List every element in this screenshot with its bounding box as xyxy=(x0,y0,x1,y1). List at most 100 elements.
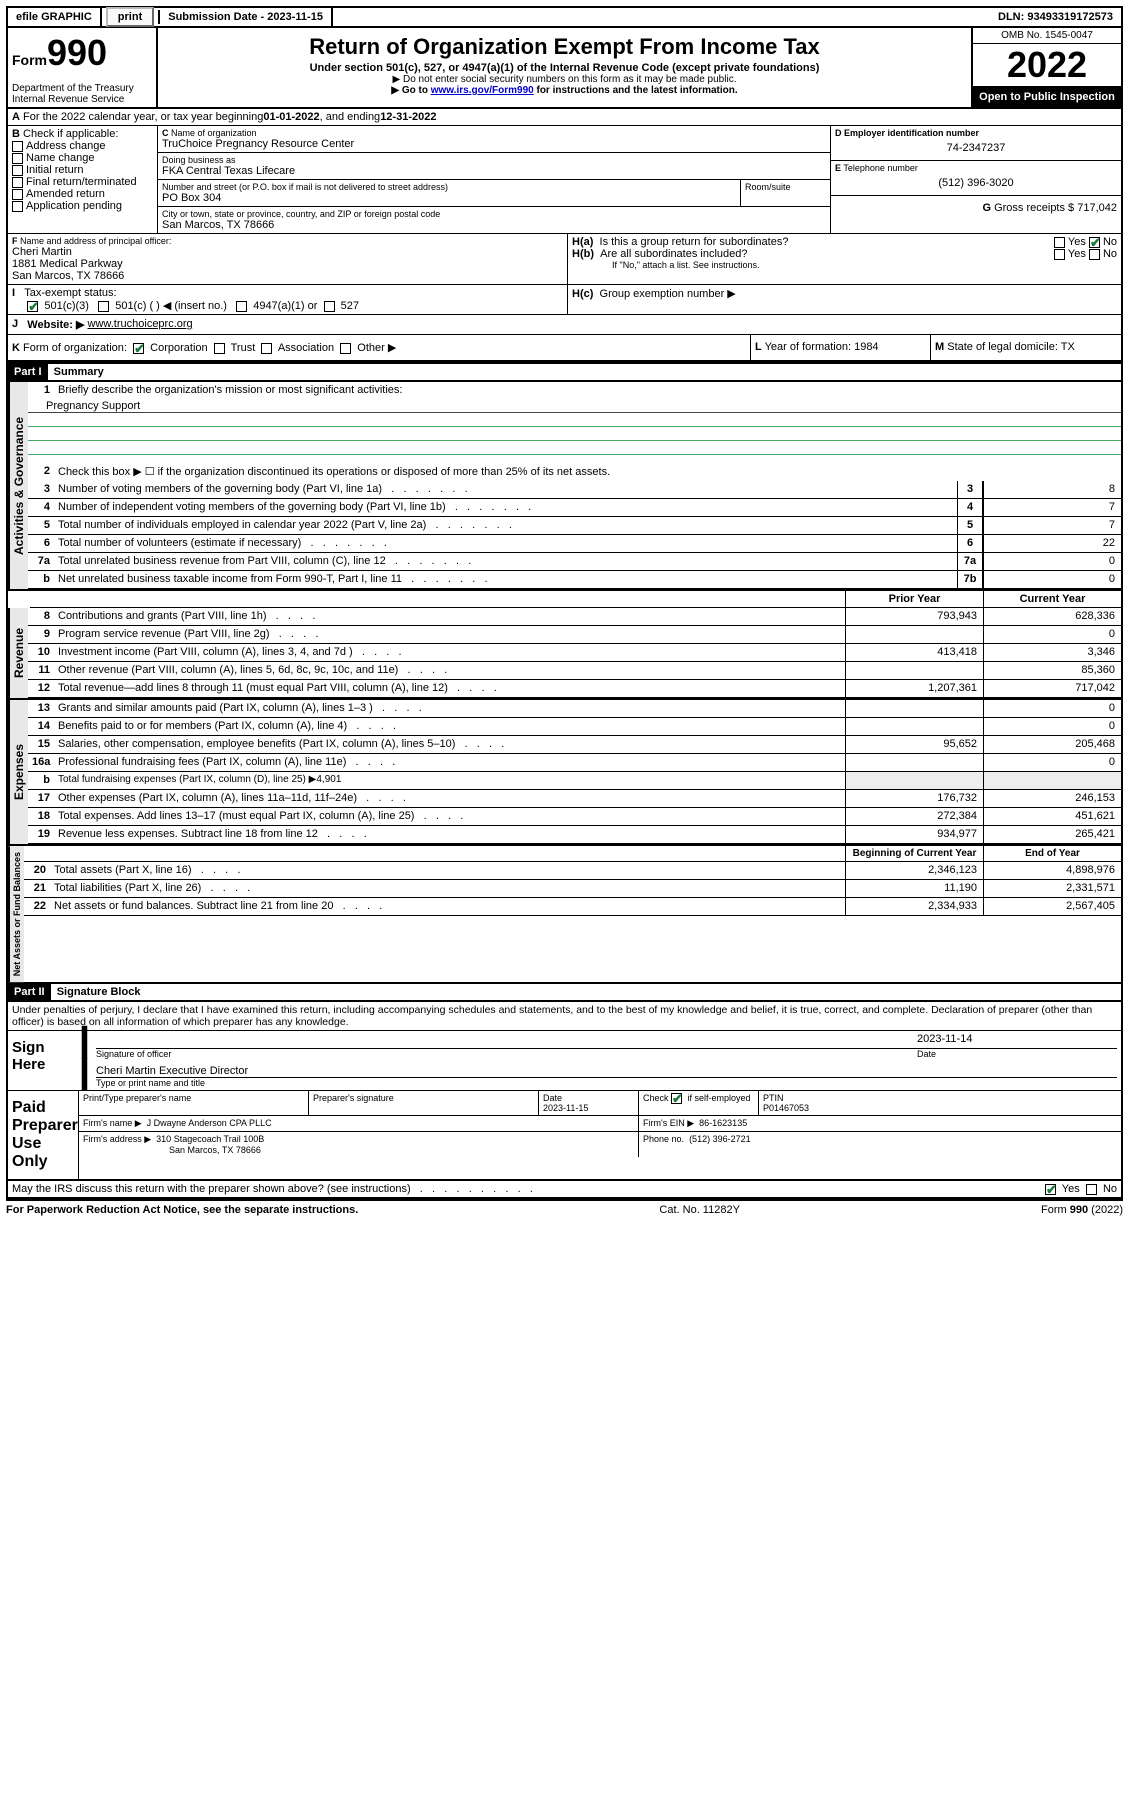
irs-link[interactable]: www.irs.gov/Form990 xyxy=(431,85,534,96)
line-5-desc: Total number of individuals employed in … xyxy=(54,517,957,534)
line-14-desc: Benefits paid to or for members (Part IX… xyxy=(54,718,845,735)
firm-name: J Dwayne Anderson CPA PLLC xyxy=(147,1118,272,1128)
line-4-val: 7 xyxy=(983,499,1121,516)
line2: Check this box ▶ ☐ if the organization d… xyxy=(54,463,1121,481)
discuss-no[interactable] xyxy=(1086,1184,1097,1195)
street-label: Number and street (or P.O. box if mail i… xyxy=(162,182,736,192)
discuss-yes[interactable] xyxy=(1045,1184,1056,1195)
line-11-prior xyxy=(845,662,983,679)
line-m: M State of legal domicile: TX xyxy=(931,335,1121,360)
line-14-num: 14 xyxy=(28,718,54,735)
pt-sig-label: Preparer's signature xyxy=(309,1091,539,1115)
firm-addr2: San Marcos, TX 78666 xyxy=(83,1145,261,1155)
line-10-curr: 3,346 xyxy=(983,644,1121,661)
footer-right: Form 990 (2022) xyxy=(1041,1204,1123,1216)
line-20-num: 20 xyxy=(24,862,50,879)
firm-name-label: Firm's name ▶ xyxy=(83,1118,142,1128)
line-19-prior: 934,977 xyxy=(845,826,983,843)
chk-501c3[interactable] xyxy=(27,301,38,312)
efile-label: efile GRAPHIC xyxy=(8,8,102,26)
line-b-label: B Check if applicable: xyxy=(12,128,153,140)
chk-4947[interactable] xyxy=(236,301,247,312)
line-18-prior: 272,384 xyxy=(845,808,983,825)
line-17-prior: 176,732 xyxy=(845,790,983,807)
line-15-num: 15 xyxy=(28,736,54,753)
line-b-box: 7b xyxy=(957,571,983,588)
firm-ein-label: Firm's EIN ▶ xyxy=(643,1118,694,1128)
tax-year: 2022 xyxy=(973,44,1121,86)
tab-revenue: Revenue xyxy=(8,608,28,698)
line-4-desc: Number of independent voting members of … xyxy=(54,499,957,516)
line-7a-box: 7a xyxy=(957,553,983,570)
instructions-link-line: ▶ Go to www.irs.gov/Form990 for instruct… xyxy=(166,85,963,96)
ein-value: 74-2347237 xyxy=(835,138,1117,158)
line-18-desc: Total expenses. Add lines 13–17 (must eq… xyxy=(54,808,845,825)
line-19-curr: 265,421 xyxy=(983,826,1121,843)
chk-name[interactable]: Name change xyxy=(12,152,153,164)
line-15-curr: 205,468 xyxy=(983,736,1121,753)
line-9-curr: 0 xyxy=(983,626,1121,643)
line-3-desc: Number of voting members of the governin… xyxy=(54,481,957,498)
line-10-prior: 413,418 xyxy=(845,644,983,661)
line1-label: Briefly describe the organization's miss… xyxy=(54,382,1121,400)
chk-address[interactable]: Address change xyxy=(12,140,153,152)
pt-date-value: 2023-11-15 xyxy=(543,1103,634,1113)
city-value: San Marcos, TX 78666 xyxy=(162,219,826,231)
chk-initial[interactable]: Initial return xyxy=(12,164,153,176)
tab-net: Net Assets or Fund Balances xyxy=(8,846,24,982)
chk-corp[interactable] xyxy=(133,343,144,354)
chk-assoc[interactable] xyxy=(261,343,272,354)
chk-pending[interactable]: Application pending xyxy=(12,200,153,212)
sign-here-label: Sign Here xyxy=(8,1031,78,1090)
firm-phone: (512) 396-2721 xyxy=(689,1134,751,1144)
line-14-prior xyxy=(845,718,983,735)
line-j: J Website: ▶ www.truchoiceprc.org xyxy=(8,315,1121,335)
chk-amended[interactable]: Amended return xyxy=(12,188,153,200)
tax-exempt-label: Tax-exempt status: xyxy=(24,287,116,299)
officer-addr1: 1881 Medical Parkway xyxy=(12,258,563,270)
firm-ein: 86-1623135 xyxy=(699,1118,747,1128)
line-4-box: 4 xyxy=(957,499,983,516)
line-18-curr: 451,621 xyxy=(983,808,1121,825)
chk-final[interactable]: Final return/terminated xyxy=(12,176,153,188)
chk-trust[interactable] xyxy=(214,343,225,354)
line-9-desc: Program service revenue (Part VIII, line… xyxy=(54,626,845,643)
line-17-curr: 246,153 xyxy=(983,790,1121,807)
line-12-prior: 1,207,361 xyxy=(845,680,983,697)
city-label: City or town, state or province, country… xyxy=(162,209,826,219)
col-prior: Prior Year xyxy=(845,591,983,607)
name-title-label: Type or print name and title xyxy=(96,1078,1117,1088)
line-19-desc: Revenue less expenses. Subtract line 18 … xyxy=(54,826,845,843)
chk-527[interactable] xyxy=(324,301,335,312)
form-header: Form990 Department of the TreasuryIntern… xyxy=(8,28,1121,109)
part2-header: Part II Signature Block xyxy=(8,982,1121,1002)
line-16a-num: 16a xyxy=(28,754,54,771)
line-6-desc: Total number of volunteers (estimate if … xyxy=(54,535,957,552)
sig-date-value: 2023-11-14 xyxy=(917,1033,1117,1049)
chk-other[interactable] xyxy=(340,343,351,354)
part1-header: Part I Summary xyxy=(8,362,1121,382)
line-15-prior: 95,652 xyxy=(845,736,983,753)
topbar: efile GRAPHIC print Submission Date - 20… xyxy=(6,6,1123,28)
line-11-curr: 85,360 xyxy=(983,662,1121,679)
col-end: End of Year xyxy=(983,846,1121,861)
chk-501c[interactable] xyxy=(98,301,109,312)
pt-name-label: Print/Type preparer's name xyxy=(79,1091,309,1115)
ptin-value: P01467053 xyxy=(763,1103,1117,1113)
line-22-num: 22 xyxy=(24,898,50,915)
form-title: Return of Organization Exempt From Incom… xyxy=(166,34,963,60)
dba-value: FKA Central Texas Lifecare xyxy=(162,165,826,177)
line-20-curr: 4,898,976 xyxy=(983,862,1121,879)
tab-governance: Activities & Governance xyxy=(8,382,28,589)
firm-phone-label: Phone no. xyxy=(643,1134,684,1144)
line-8-curr: 628,336 xyxy=(983,608,1121,625)
line-e-label: E Telephone number xyxy=(835,163,1117,173)
line-16a-desc: Professional fundraising fees (Part IX, … xyxy=(54,754,845,771)
firm-addr-label: Firm's address ▶ xyxy=(83,1134,151,1144)
website-link[interactable]: www.truchoiceprc.org xyxy=(88,318,193,331)
line-hb: H(b) Are all subordinates included? Yes … xyxy=(572,248,1117,260)
col-current: Current Year xyxy=(983,591,1121,607)
print-button[interactable]: print xyxy=(106,7,154,27)
org-name: TruChoice Pregnancy Resource Center xyxy=(162,138,826,150)
line-12-num: 12 xyxy=(28,680,54,697)
